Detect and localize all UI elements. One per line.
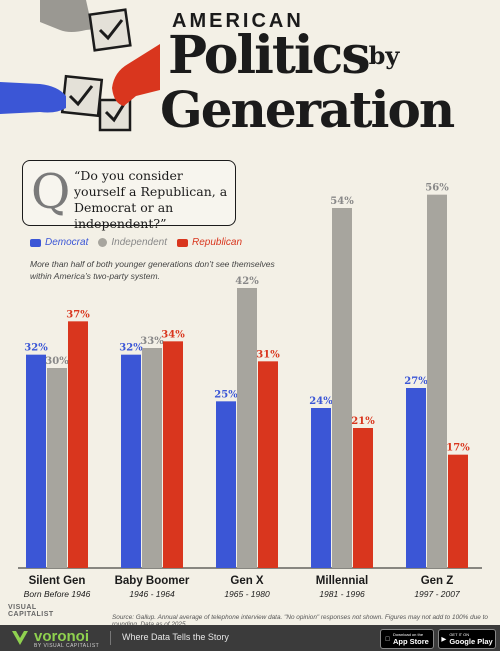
category-name: Silent Gen (28, 575, 86, 587)
bar-independent (142, 348, 162, 568)
data-label: 34% (161, 329, 185, 340)
voronoi-logo-icon (12, 631, 28, 645)
bar-democrat (26, 354, 46, 568)
category-name: Gen X (230, 575, 264, 587)
data-label: 17% (446, 443, 470, 454)
data-label: 21% (351, 416, 375, 427)
bar-republican (353, 428, 373, 568)
category-label: Baby Boomer 1946 - 1964 (107, 575, 197, 599)
category-label: Gen X 1965 - 1980 (202, 575, 292, 599)
voronoi-brand: voronoi (34, 628, 89, 645)
legend-republican: Republican (176, 237, 243, 248)
bar-independent (427, 194, 447, 568)
category-label: Millennial 1981 - 1996 (297, 575, 387, 599)
elephant-icon (176, 238, 188, 247)
question-text: “Do you consider yourself a Republican, … (74, 168, 228, 231)
data-label: 37% (66, 309, 90, 320)
chart-note: More than half of both younger generatio… (30, 259, 275, 281)
visual-capitalist-logo: VISUAL CAPITALIST (8, 604, 54, 618)
bar-republican (448, 454, 468, 568)
bar-republican (68, 321, 88, 568)
bar-democrat (121, 354, 141, 568)
data-label: 27% (404, 376, 428, 387)
question-letter: Q (31, 164, 71, 220)
bar-independent (332, 208, 352, 568)
legend-independent: Independent (98, 237, 167, 248)
data-label: 30% (45, 356, 69, 367)
data-label: 31% (256, 349, 280, 360)
app-store-label: App Store (390, 637, 429, 646)
legend-label: Independent (111, 237, 167, 248)
google-play-label: Google Play (449, 637, 493, 646)
bar-democrat (406, 388, 426, 568)
legend-label: Republican (191, 237, 243, 248)
question-box (22, 160, 236, 226)
data-label: 25% (214, 389, 238, 400)
category-name: Millennial (315, 575, 369, 587)
chart-legend: Democrat Independent Republican (30, 237, 242, 248)
red-hand-icon (112, 44, 160, 106)
title-line-1: Politics (168, 25, 371, 86)
ballot-icon (60, 74, 104, 118)
play-icon: ▶ (441, 636, 447, 643)
data-label: 56% (425, 183, 449, 194)
category-subtitle: 1997 - 2007 (414, 589, 460, 599)
voting-hands-illustration (0, 0, 160, 132)
circle-icon (98, 238, 108, 247)
blue-hand-icon (0, 82, 66, 114)
bar-republican (258, 361, 278, 568)
brand-subtitle: BY VISUAL CAPITALIST (34, 643, 100, 649)
kicker-text: AMERICAN (172, 10, 304, 32)
logo-line-1: VISUAL (8, 604, 37, 611)
bar-democrat (311, 408, 331, 568)
data-label: 33% (140, 336, 164, 347)
category-subtitle: Born Before 1946 (23, 589, 91, 599)
category-name: Baby Boomer (114, 575, 190, 587)
ballot-icon (98, 98, 132, 132)
data-label: 32% (24, 343, 48, 354)
app-store-small-label: Download on the (390, 632, 423, 637)
tagline: Where Data Tells the Story (122, 632, 229, 642)
data-label: 42% (235, 276, 259, 287)
bar-republican (163, 341, 183, 568)
legend-label: Democrat (45, 237, 89, 248)
page-title: Politicsby (168, 28, 399, 84)
title-by: by (368, 41, 400, 70)
source-note: Source: Gallup. Annual average of teleph… (112, 614, 488, 628)
legend-democrat: Democrat (30, 237, 88, 248)
apple-icon:  (385, 636, 390, 643)
category-label: Gen Z 1997 - 2007 (392, 575, 482, 599)
category-subtitle: 1946 - 1964 (129, 589, 175, 599)
category-name: Gen Z (420, 575, 454, 587)
bar-democrat (216, 401, 236, 568)
footer-divider (110, 631, 111, 645)
data-label: 24% (309, 396, 333, 407)
bar-independent (47, 368, 67, 568)
bar-independent (237, 288, 257, 568)
category-subtitle: 1965 - 1980 (224, 589, 270, 599)
ballot-icon (88, 8, 132, 52)
donkey-icon (30, 238, 41, 247)
category-label: Silent Gen Born Before 1946 (12, 575, 102, 599)
category-subtitle: 1981 - 1996 (319, 589, 365, 599)
google-play-button[interactable]: ▶ GET IT ON Google Play (438, 629, 496, 649)
page-title-line-2: Generation (160, 80, 455, 139)
google-play-small-label: GET IT ON (449, 632, 470, 637)
data-label: 54% (330, 196, 354, 207)
logo-line-2: CAPITALIST (8, 611, 54, 618)
data-label: 32% (119, 343, 143, 354)
